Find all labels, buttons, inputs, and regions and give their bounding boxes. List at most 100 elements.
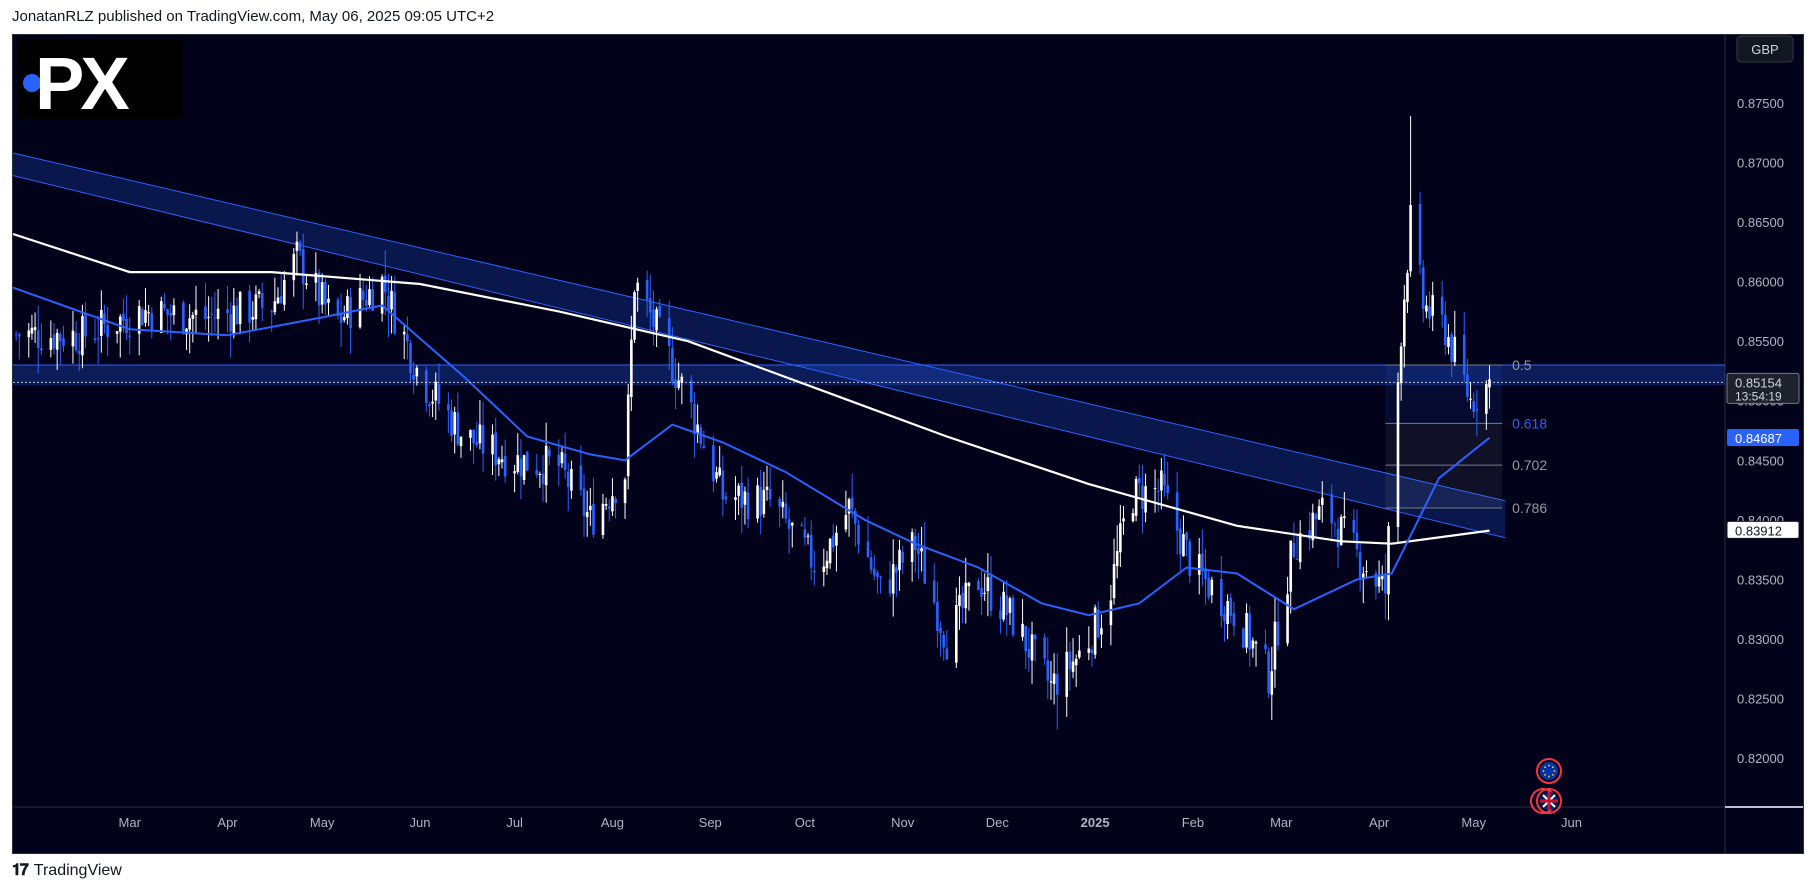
candle-body [216, 308, 220, 319]
candle-body [118, 316, 122, 332]
candle-body [734, 497, 737, 501]
candle-body [1276, 621, 1280, 646]
candle-body [383, 275, 387, 293]
candle-body [1131, 513, 1135, 522]
currency-button[interactable]: GBP [1751, 42, 1778, 57]
candle-body [693, 403, 696, 434]
candle-body [712, 445, 715, 482]
candle-body [1396, 382, 1400, 528]
fib-level-label: 0.786 [1512, 500, 1547, 516]
candle-body [1024, 625, 1028, 652]
candle-body [1068, 651, 1072, 670]
candle-body [541, 473, 545, 484]
candle-body [1175, 492, 1179, 531]
candle-body [677, 380, 680, 388]
candle-body [469, 430, 472, 438]
candle-body [800, 525, 804, 527]
candle-body [317, 272, 321, 306]
candle-body [1119, 523, 1122, 553]
candle-body [607, 506, 611, 509]
candle-body [339, 312, 343, 323]
fib-zone [1385, 423, 1503, 466]
candle-body [1030, 634, 1034, 661]
candle-body [967, 582, 971, 587]
candle-body [1469, 398, 1472, 400]
candle-body [1220, 578, 1223, 617]
candle-body [1358, 552, 1362, 578]
candle-body [689, 380, 693, 403]
y-tick-label: 0.82500 [1737, 692, 1784, 707]
candle-body [336, 299, 340, 316]
candle-body [1226, 601, 1229, 625]
candle-body [74, 332, 78, 351]
candle-body [1365, 571, 1368, 573]
x-tick-label: Nov [891, 815, 915, 830]
candle-body [1475, 408, 1479, 411]
x-tick-label: May [1461, 815, 1486, 830]
candle-body [557, 454, 561, 467]
candle-body [790, 522, 794, 526]
x-tick-label: Mar [119, 815, 142, 830]
price-chart[interactable]: 0.820000.825000.830000.835000.840000.845… [13, 35, 1803, 853]
fib-zone [1385, 365, 1503, 424]
candle-body [942, 634, 945, 648]
publisher-header: JonatanRLZ published on TradingView.com,… [12, 8, 495, 25]
y-tick-label: 0.85500 [1737, 334, 1784, 349]
candle-body [566, 471, 570, 488]
candle-body [71, 330, 75, 347]
candle-body [1403, 299, 1406, 347]
candle-body [696, 424, 699, 434]
candle-body [1005, 595, 1009, 616]
candle-body [1472, 401, 1476, 412]
candle-body [150, 313, 154, 331]
candle-body [447, 404, 450, 411]
candle-body [491, 434, 494, 455]
candle-body [1377, 576, 1381, 587]
y-tick-label: 0.83500 [1737, 572, 1784, 587]
ma50-price-label: 0.84687 [1735, 431, 1782, 446]
chart-pane[interactable]: 0.82000 0.82500 0.83000 0.83500 0.84000 0.845… [12, 34, 1804, 854]
candle-body [1355, 532, 1359, 550]
candle-body [759, 486, 763, 516]
candle-body [658, 305, 662, 317]
candle-body [248, 290, 251, 323]
y-tick-label: 0.87500 [1737, 96, 1784, 111]
candle-body [298, 242, 302, 251]
candle-body [1210, 579, 1214, 596]
candle-body [1352, 519, 1356, 533]
candle-body [806, 535, 810, 537]
candle-body [1418, 204, 1422, 265]
candle-body [1447, 336, 1450, 347]
candle-body [1311, 512, 1315, 541]
candle-body [1204, 568, 1207, 579]
candle-body [481, 425, 485, 454]
candle-body [1153, 488, 1157, 490]
candle-body [276, 297, 280, 304]
candle-body [671, 347, 674, 382]
candle-body [1298, 533, 1302, 563]
candle-body [746, 492, 750, 520]
candle-body [125, 318, 128, 334]
candle-body [1160, 470, 1163, 491]
candle-body [1387, 526, 1390, 595]
candle-body [1399, 346, 1403, 384]
ma50-price-label-bg [1727, 429, 1799, 447]
footer-brand[interactable]: TradingView [33, 862, 122, 879]
candle-body [428, 404, 431, 406]
y-tick-label: 0.83000 [1737, 632, 1784, 647]
fib-level-label: 0.702 [1512, 457, 1547, 473]
candle-body [172, 305, 176, 316]
candle-body [825, 560, 829, 569]
eu-star [1551, 766, 1554, 769]
candle-body [137, 305, 141, 334]
tradingview-logo-icon[interactable]: 𝟏𝟕 [12, 862, 29, 879]
candle-body [831, 535, 835, 548]
candle-body [787, 519, 791, 529]
candle-body [122, 313, 125, 321]
candle-body [630, 339, 633, 398]
last-price-label-bg [1726, 372, 1800, 404]
candle-body [402, 331, 406, 335]
candle-body [983, 592, 987, 595]
candle-body [295, 241, 299, 251]
candle-body [301, 249, 305, 284]
